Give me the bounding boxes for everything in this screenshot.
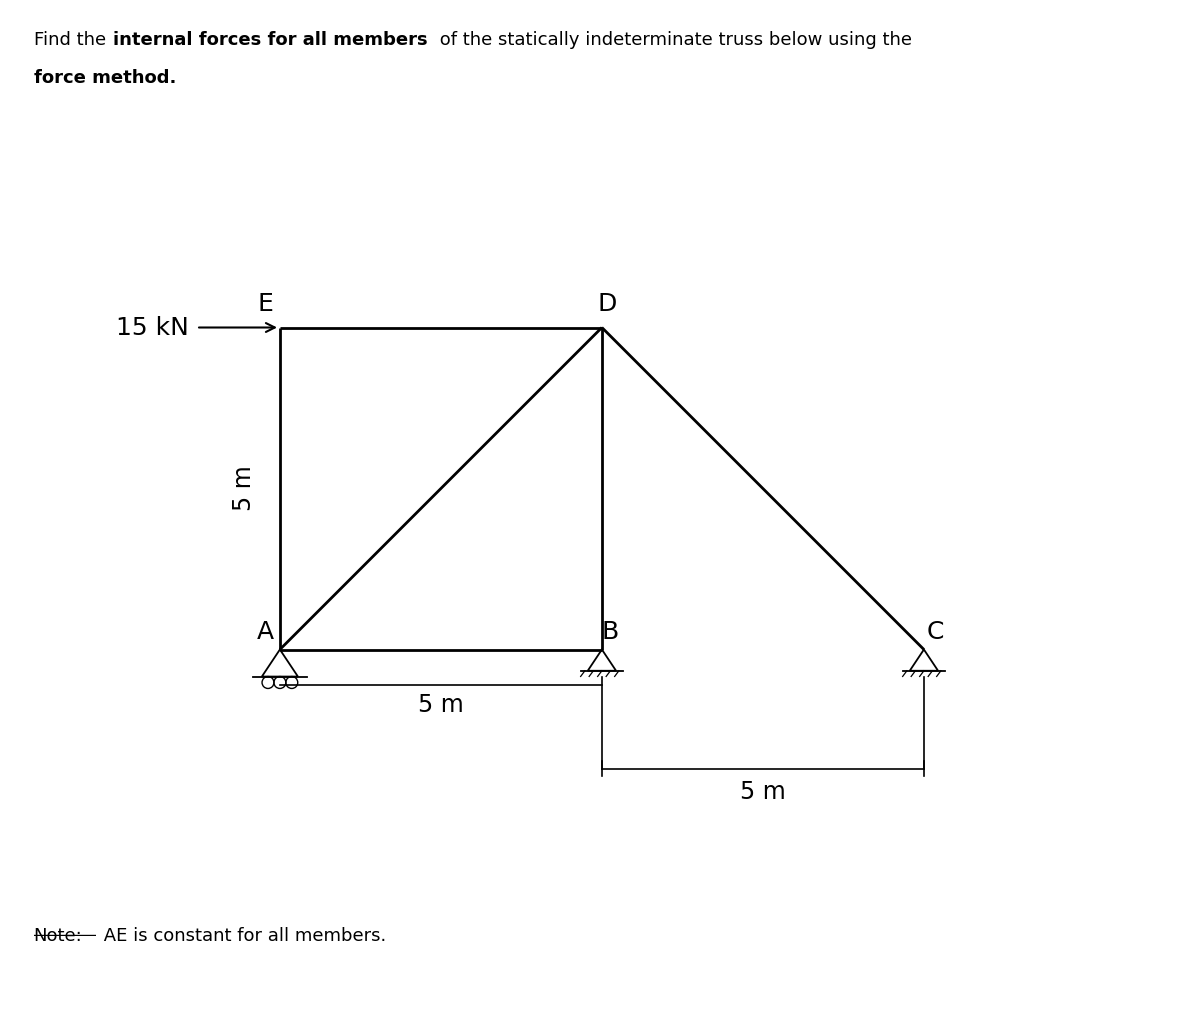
Text: of the statically indeterminate truss below using the: of the statically indeterminate truss be… [434,31,912,49]
Text: 5 m: 5 m [740,780,786,805]
Text: 15 kN: 15 kN [115,315,188,340]
Text: force method.: force method. [34,69,176,88]
Text: 5 m: 5 m [233,466,257,512]
Text: B: B [601,621,618,644]
Text: A: A [257,621,275,644]
Text: D: D [598,292,617,315]
Text: 5 m: 5 m [418,692,463,717]
Text: Note:: Note: [34,927,83,945]
Text: Find the: Find the [34,31,112,49]
Text: E: E [258,292,274,315]
Text: AE is constant for all members.: AE is constant for all members. [98,927,386,945]
Text: C: C [926,621,944,644]
Text: internal forces for all members: internal forces for all members [113,31,427,49]
